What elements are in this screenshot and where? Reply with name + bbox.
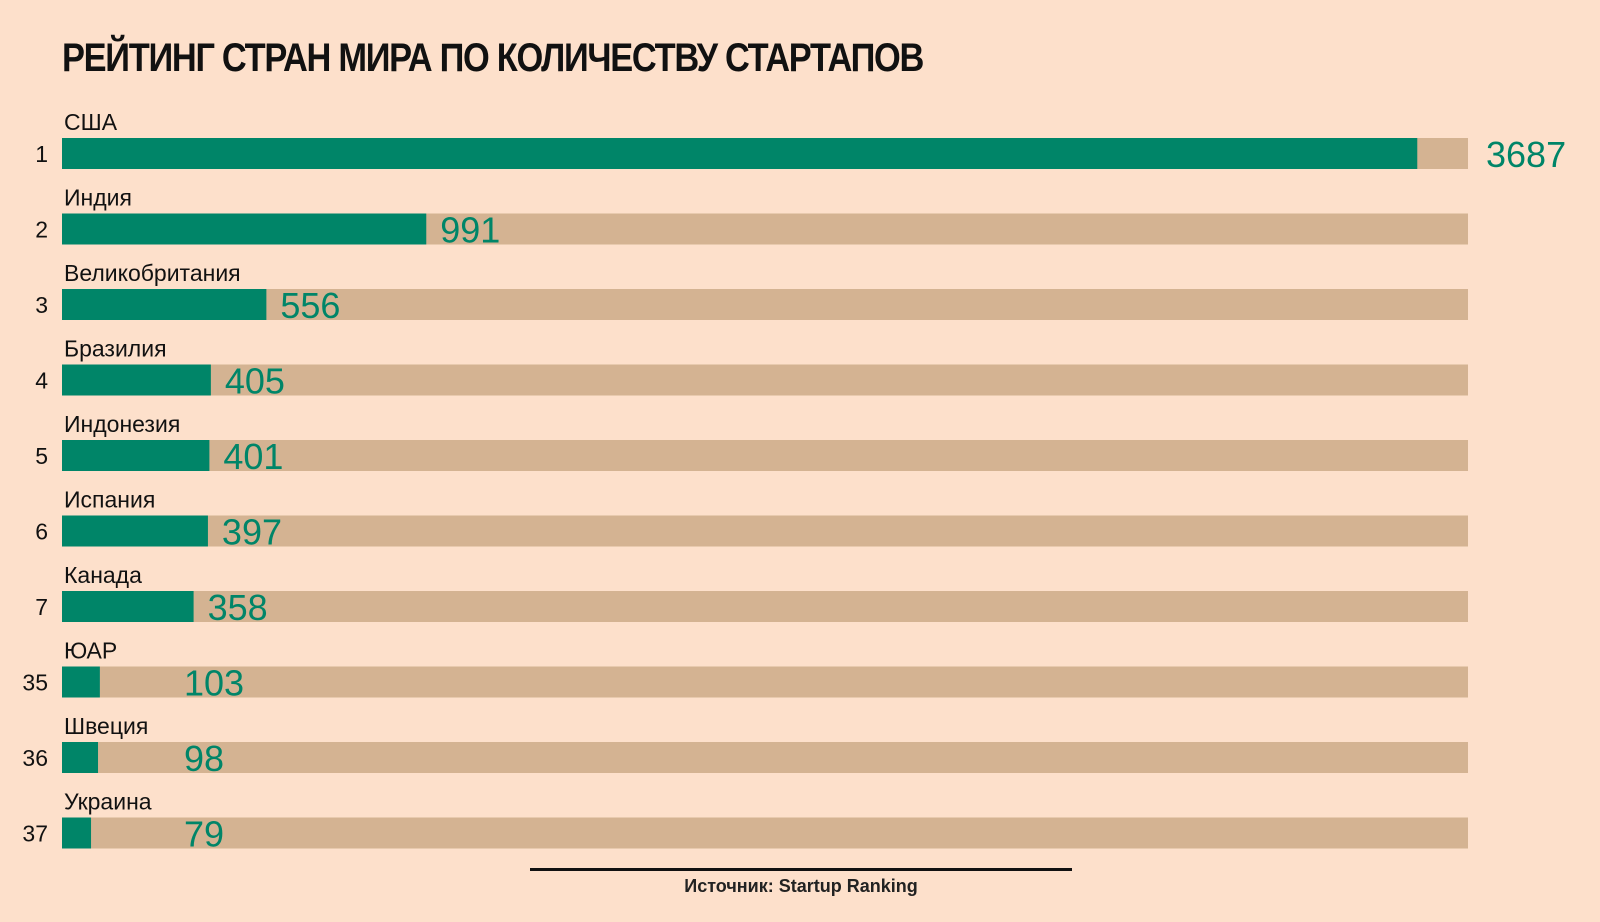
country-label: Индия: [64, 185, 132, 211]
bar-row: США 1 3687: [35, 109, 1566, 175]
country-label: Швеция: [64, 713, 148, 739]
bar-row: Украина 37 79: [22, 789, 1468, 855]
value-label: 556: [280, 285, 340, 326]
rank-label: 36: [22, 745, 48, 771]
bar-track: [62, 817, 1468, 849]
rank-label: 35: [22, 670, 48, 696]
rank-label: 37: [22, 821, 48, 847]
bar-track: [62, 289, 1468, 320]
bar: [62, 213, 427, 245]
rank-label: 1: [35, 141, 48, 167]
bar-row: Индонезия 5 401: [35, 411, 1468, 477]
bar-track: [62, 666, 1468, 698]
country-label: Испания: [64, 487, 155, 513]
bar-row: Индия 2 991: [35, 185, 1468, 251]
bar: [62, 364, 211, 396]
value-label: 103: [184, 663, 244, 704]
country-label: Украина: [64, 789, 152, 815]
bar-row: ЮАР 35 103: [22, 638, 1468, 704]
bar-track: [62, 515, 1468, 547]
bar: [62, 515, 208, 547]
country-label: Бразилия: [64, 336, 167, 362]
bar-row: Бразилия 4 405: [35, 336, 1468, 402]
bar-track: [62, 591, 1468, 622]
bar-track: [62, 364, 1468, 396]
value-label: 991: [440, 210, 500, 251]
value-label: 98: [184, 738, 224, 779]
bar: [62, 440, 210, 471]
bar: [62, 289, 267, 320]
value-label: 405: [225, 361, 285, 402]
rank-label: 2: [35, 217, 48, 243]
country-label: Индонезия: [64, 411, 180, 437]
value-label: 79: [184, 814, 224, 855]
bar: [62, 138, 1418, 169]
rank-label: 3: [35, 292, 48, 318]
bar-track: [62, 742, 1468, 773]
bar-row: Испания 6 397: [35, 487, 1468, 553]
bar: [62, 666, 100, 698]
country-label: Великобритания: [64, 260, 241, 286]
bar-row: Канада 7 358: [35, 562, 1468, 628]
bar: [62, 817, 92, 849]
chart-title: РЕЙТИНГ СТРАН МИРА ПО КОЛИЧЕСТВУ СТАРТАП…: [62, 36, 924, 80]
bar: [62, 742, 99, 773]
bar-track: [62, 440, 1468, 471]
source-note: Источник: Startup Ranking: [684, 876, 918, 896]
value-label: 401: [223, 436, 283, 477]
bar-row: Швеция 36 98: [22, 713, 1468, 779]
value-label: 3687: [1486, 134, 1566, 175]
rank-label: 6: [35, 519, 48, 545]
source-divider: [530, 868, 1072, 871]
bar: [62, 591, 194, 622]
country-label: США: [64, 109, 118, 135]
value-label: 397: [222, 512, 282, 553]
value-label: 358: [208, 587, 268, 628]
rank-label: 4: [35, 368, 48, 394]
country-label: ЮАР: [64, 638, 117, 664]
rank-label: 5: [35, 443, 48, 469]
country-label: Канада: [64, 562, 142, 588]
bar-row: Великобритания 3 556: [35, 260, 1468, 326]
rank-label: 7: [35, 594, 48, 620]
